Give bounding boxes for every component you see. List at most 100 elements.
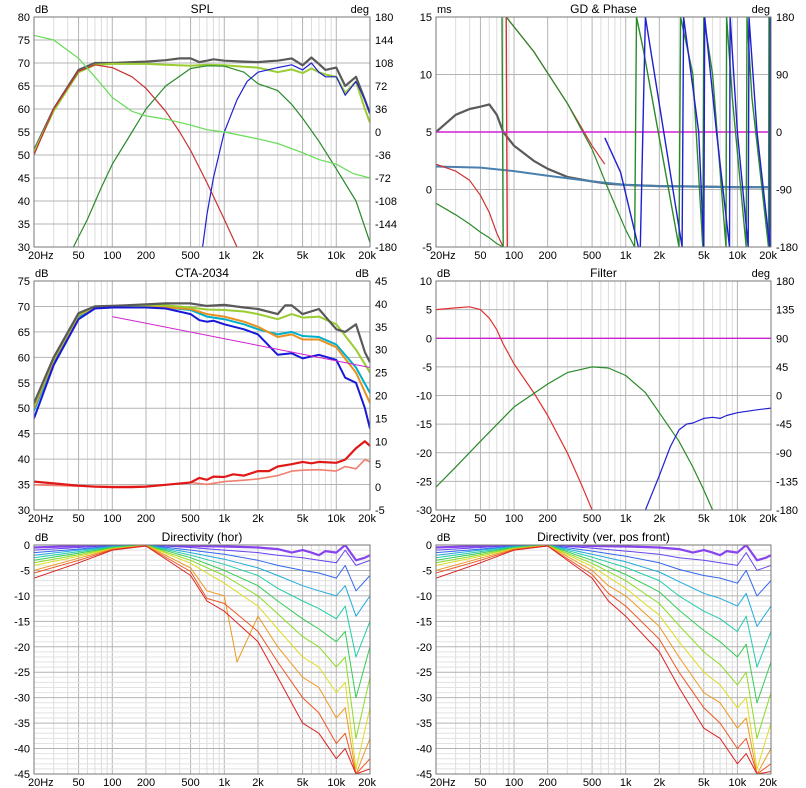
x-tick-label: 5k	[698, 250, 710, 262]
x-tick-label: 200	[538, 250, 556, 262]
y-right-tick-label: 135	[776, 305, 794, 317]
y-tick-label: -40	[14, 744, 30, 756]
x-tick-label: 20Hz	[28, 513, 54, 525]
x-tick-label: 500	[181, 777, 199, 788]
plot-frame	[33, 280, 371, 511]
x-tick-label: 100	[103, 777, 121, 788]
x-tick-label: 100	[505, 513, 523, 525]
x-tick-label: 200	[538, 777, 556, 788]
x-tick-label: 200	[137, 513, 155, 525]
y-tick-label: -20	[416, 448, 432, 460]
y-right-tick-label: 15	[375, 413, 387, 425]
series-line-5	[112, 316, 370, 368]
x-tick-label: 5k	[297, 513, 309, 525]
series-line-3	[72, 65, 370, 247]
y-right-tick-label: 90	[776, 333, 788, 345]
x-tick-label: 10k	[327, 777, 345, 788]
x-tick-label: 10k	[327, 250, 345, 262]
y-tick-label: 75	[18, 35, 30, 47]
x-tick-label: 50	[72, 250, 84, 262]
plot-frame	[33, 544, 371, 775]
series-line-7	[34, 440, 370, 489]
chart-title: Directivity (hor)	[162, 530, 243, 544]
series-line-3	[644, 407, 771, 510]
y-tick-label: -30	[416, 693, 432, 705]
x-tick-label: 500	[583, 250, 601, 262]
x-tick-label: 200	[137, 777, 155, 788]
series-line-10	[34, 545, 370, 774]
y-tick-label: -20	[14, 642, 30, 654]
x-tick-label: 20Hz	[28, 250, 54, 262]
y-tick-label: 0	[426, 333, 432, 345]
x-tick-label: 20k	[759, 513, 777, 525]
x-tick-label: 20k	[358, 777, 376, 788]
y-tick-label: -10	[416, 591, 432, 603]
y-tick-label: -30	[14, 693, 30, 705]
y-tick-label: -15	[14, 616, 30, 628]
x-tick-label: 500	[583, 513, 601, 525]
x-tick-label: 100	[505, 777, 523, 788]
y-right-tick-label: -180	[776, 505, 798, 517]
x-tick-label: 10k	[729, 777, 747, 788]
series-line-5	[34, 34, 370, 179]
y-right-tick-label: 90	[776, 70, 788, 82]
x-tick-label: 1k	[620, 250, 632, 262]
left-unit-label: dB	[35, 268, 48, 280]
x-tick-label: 200	[137, 250, 155, 262]
x-tick-label: 10k	[729, 250, 747, 262]
y-right-tick-label: 180	[776, 276, 794, 288]
x-tick-label: 5k	[698, 513, 710, 525]
y-tick-label: 45	[18, 173, 30, 185]
y-right-tick-label: -72	[375, 173, 391, 185]
y-tick-label: -15	[416, 616, 432, 628]
chart-title: Filter	[590, 266, 617, 280]
series-group	[34, 302, 370, 489]
series-line-0	[436, 545, 771, 562]
y-right-tick-label: 20	[375, 391, 387, 403]
x-tick-label: 20Hz	[430, 250, 456, 262]
y-tick-label: -10	[14, 591, 30, 603]
y-right-tick-label: -5	[375, 505, 385, 517]
y-tick-label: -40	[416, 744, 432, 756]
x-tick-label: 100	[103, 513, 121, 525]
x-tick-label: 1k	[218, 513, 230, 525]
y-tick-label: 80	[18, 12, 30, 24]
y-tick-label: 60	[18, 352, 30, 364]
grid	[33, 16, 371, 248]
x-tick-label: 2k	[252, 513, 264, 525]
x-tick-label: 500	[181, 250, 199, 262]
right-unit-label: dB	[356, 268, 369, 280]
left-unit-label: dB	[35, 532, 48, 544]
y-tick-label: -35	[416, 718, 432, 730]
y-tick-label: -25	[14, 667, 30, 679]
y-right-tick-label: -108	[375, 196, 397, 208]
y-tick-label: -25	[416, 476, 432, 488]
y-right-tick-label: 36	[375, 104, 387, 116]
series-line-5	[34, 545, 370, 699]
y-tick-label: 5	[426, 305, 432, 317]
x-tick-label: 5k	[297, 777, 309, 788]
x-tick-label: 2k	[654, 513, 666, 525]
y-right-tick-label: 45	[776, 362, 788, 374]
y-tick-label: 55	[18, 127, 30, 139]
series-line-1	[436, 306, 593, 510]
y-tick-label: 10	[420, 276, 432, 288]
y-right-tick-label: 25	[375, 368, 387, 380]
y-right-tick-label: -135	[776, 476, 798, 488]
y-tick-label: 40	[18, 196, 30, 208]
y-tick-label: -35	[14, 718, 30, 730]
y-tick-label: -5	[422, 362, 432, 374]
y-tick-label: 35	[18, 480, 30, 492]
series-line-1	[436, 165, 771, 189]
x-tick-label: 200	[538, 513, 556, 525]
x-tick-label: 2k	[654, 777, 666, 788]
y-right-tick-label: 72	[375, 81, 387, 93]
x-tick-label: 20Hz	[430, 513, 456, 525]
chart-title: SPL	[191, 2, 214, 16]
y-tick-label: 5	[426, 127, 432, 139]
right-unit-label: deg	[752, 4, 770, 16]
y-tick-label: 0	[24, 540, 30, 552]
series-line-2	[436, 163, 504, 247]
x-tick-label: 20k	[759, 777, 777, 788]
